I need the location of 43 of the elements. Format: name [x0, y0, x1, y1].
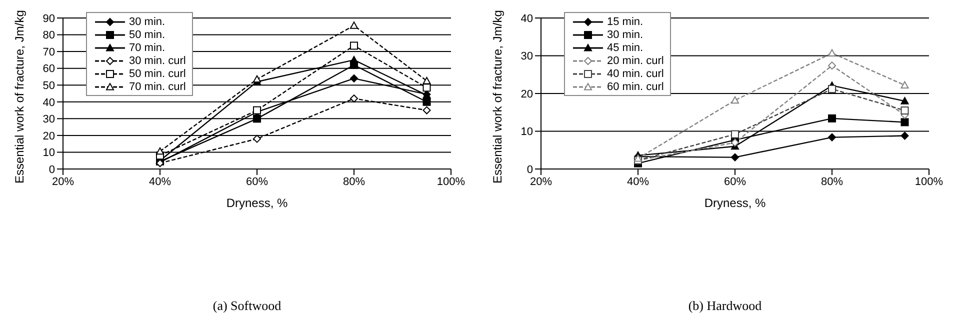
y-tick-label: 10	[520, 126, 533, 138]
legend-label: 40 min. curl	[607, 68, 664, 80]
x-axis-title: Dryness, %	[704, 196, 766, 210]
y-axis-title: Essential work of fracture, Jm/kg	[490, 10, 504, 184]
x-tick-label: 80%	[820, 176, 844, 188]
y-tick-label: 60	[42, 63, 55, 76]
y-tick-label: 90	[42, 12, 55, 25]
y-tick-label: 70	[42, 46, 55, 58]
legend-label: 15 min.	[607, 16, 644, 28]
y-tick-label: 0	[48, 164, 55, 176]
y-tick-label: 50	[42, 80, 55, 92]
legend-label: 20 min. curl	[607, 54, 664, 66]
x-tick-label: 80%	[342, 176, 366, 188]
x-tick-label: 20%	[52, 176, 74, 188]
legend-label: 45 min.	[607, 42, 644, 54]
legend-label: 30 min.	[607, 28, 644, 40]
y-tick-label: 30	[520, 50, 533, 63]
text: (b) Hardwood	[687, 298, 763, 314]
y-axis-title: Essential work of fracture, Jm/kg	[12, 10, 26, 184]
legend-label: 30 min. curl	[129, 54, 186, 66]
x-tick-label: 20%	[530, 176, 552, 188]
x-tick-label: 100%	[914, 176, 944, 188]
y-tick-label: 10	[42, 147, 55, 160]
legend-label: 50 min.	[129, 28, 166, 40]
text: (a) Softwood	[212, 298, 282, 314]
y-tick-label: 80	[42, 30, 55, 42]
x-tick-label: 100%	[436, 176, 466, 188]
legend-label: 70 min. curl	[129, 80, 186, 92]
x-axis-title: Dryness, %	[226, 196, 288, 210]
y-tick-label: 30	[42, 114, 55, 126]
legend-label: 60 min. curl	[607, 80, 664, 92]
x-tick-label: 40%	[626, 176, 650, 188]
x-tick-label: 60%	[724, 176, 746, 188]
legend-label: 30 min.	[129, 16, 166, 28]
y-tick-label: 40	[520, 12, 533, 25]
y-tick-label: 20	[42, 130, 55, 142]
y-tick-label: 40	[42, 96, 55, 109]
y-tick-label: 0	[526, 164, 533, 176]
legend-label: 50 min. curl	[129, 68, 186, 80]
x-tick-label: 40%	[148, 176, 172, 188]
y-tick-label: 20	[520, 88, 533, 100]
x-tick-label: 60%	[246, 176, 268, 188]
legend-label: 70 min.	[129, 42, 166, 54]
